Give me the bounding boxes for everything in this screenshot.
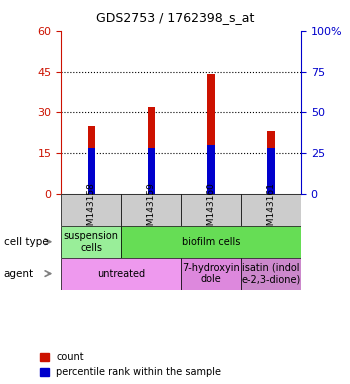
Bar <box>181 194 241 226</box>
Text: isatin (indol
e-2,3-dione): isatin (indol e-2,3-dione) <box>241 263 301 285</box>
Bar <box>61 258 181 290</box>
Bar <box>61 226 121 258</box>
Bar <box>121 194 181 226</box>
Text: GSM143160: GSM143160 <box>206 182 216 237</box>
Text: 7-hydroxyin
dole: 7-hydroxyin dole <box>182 263 240 285</box>
Bar <box>208 74 215 194</box>
Text: biofilm cells: biofilm cells <box>182 237 240 247</box>
Text: GSM143159: GSM143159 <box>147 182 156 237</box>
Bar <box>88 126 95 194</box>
Bar <box>121 226 301 258</box>
Bar <box>148 107 155 194</box>
Text: GDS2753 / 1762398_s_at: GDS2753 / 1762398_s_at <box>96 11 254 24</box>
Bar <box>208 145 215 194</box>
Text: agent: agent <box>4 268 34 279</box>
Text: suspension
cells: suspension cells <box>64 231 119 253</box>
Bar <box>181 258 241 290</box>
Text: cell type: cell type <box>4 237 48 247</box>
Legend: count, percentile rank within the sample: count, percentile rank within the sample <box>40 353 222 377</box>
Bar <box>241 258 301 290</box>
Text: GSM143161: GSM143161 <box>267 182 275 237</box>
Bar <box>241 194 301 226</box>
Text: untreated: untreated <box>97 268 145 279</box>
Bar <box>148 148 155 194</box>
Bar <box>267 131 275 194</box>
Bar <box>267 148 275 194</box>
Text: GSM143158: GSM143158 <box>87 182 96 237</box>
Bar <box>61 194 121 226</box>
Bar <box>88 148 95 194</box>
